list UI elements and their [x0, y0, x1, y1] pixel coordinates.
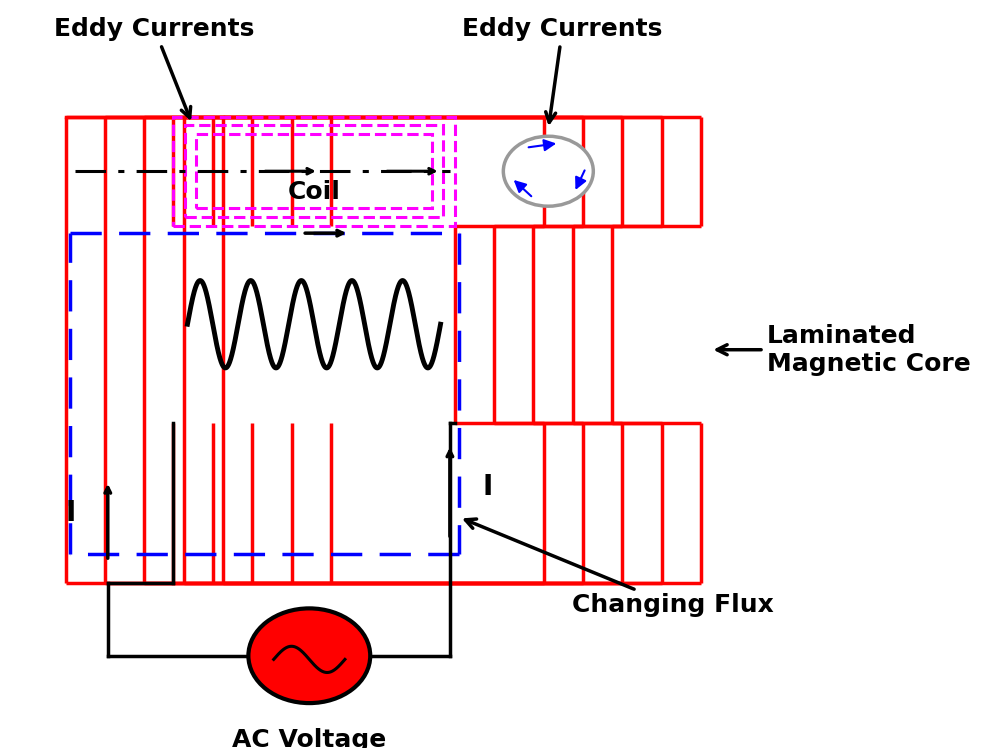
Bar [185, 126, 443, 217]
Text: I: I [482, 473, 493, 501]
Text: Changing Flux: Changing Flux [465, 519, 774, 617]
Bar [173, 117, 455, 226]
Text: AC Voltage: AC Voltage [232, 728, 386, 748]
Text: Eddy Currents: Eddy Currents [462, 17, 663, 123]
Circle shape [503, 136, 593, 206]
Text: Eddy Currents: Eddy Currents [54, 17, 255, 117]
Text: I: I [65, 499, 75, 527]
Circle shape [248, 608, 370, 703]
Bar [196, 134, 432, 209]
Text: Laminated
Magnetic Core: Laminated Magnetic Core [717, 324, 970, 375]
Text: Coil: Coil [288, 180, 340, 204]
